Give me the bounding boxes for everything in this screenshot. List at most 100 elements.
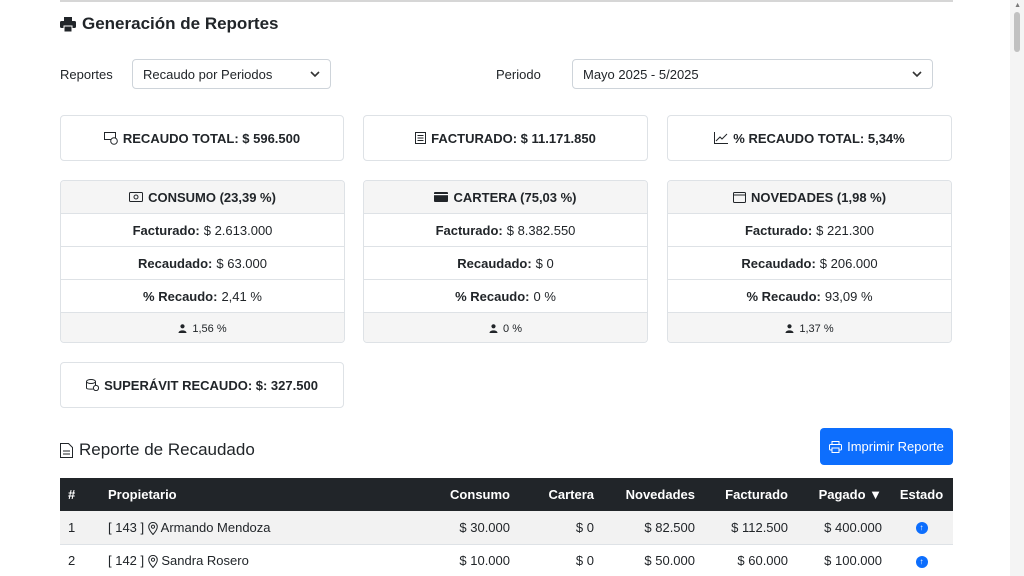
reportes-label: Reportes <box>60 67 113 82</box>
pct-label: % Recaudo: <box>455 288 530 304</box>
pct-value: 93,09 % <box>824 288 873 304</box>
row-consumo: $ 30.000 <box>459 519 510 535</box>
pct-label: % Recaudo: <box>143 288 218 304</box>
reportes-select[interactable]: Recaudo por Periodos <box>132 59 331 89</box>
report-table: # Propietario Consumo Cartera Novedades … <box>60 478 953 576</box>
report-title-text: Reporte de Recaudado <box>79 440 255 459</box>
col-cartera[interactable]: Cartera <box>548 487 594 502</box>
col-num[interactable]: # <box>68 487 76 502</box>
window-icon <box>732 191 746 203</box>
page-title-text: Generación de Reportes <box>82 14 279 33</box>
card-consumo-facturado: Facturado: $ 2.613.000 <box>61 214 344 247</box>
facturado-value: $ 2.613.000 <box>203 222 273 238</box>
card-consumo: CONSUMO (23,39 %) Facturado: $ 2.613.000 … <box>60 180 345 343</box>
row-propietario: [ 142 ] Sandra Rosero <box>100 544 440 576</box>
row-estado: ↑ <box>890 511 953 544</box>
pct-value: 2,41 % <box>221 288 262 304</box>
recaudado-value: $ 63.000 <box>216 255 267 271</box>
card-consumo-recaudado: Recaudado: $ 63.000 <box>61 247 344 280</box>
row-num: 1 <box>68 519 76 535</box>
card-cartera-facturado: Facturado: $ 8.382.550 <box>364 214 647 247</box>
reportes-select-value: Recaudo por Periodos <box>143 66 273 82</box>
table-row: 1 [ 143 ] Armando Mendoza $ 30.000 $ 0 $… <box>60 511 953 544</box>
row-num: 2 <box>68 553 76 568</box>
col-facturado[interactable]: Facturado <box>725 487 788 502</box>
owner-code: [ 143 ] <box>108 519 145 535</box>
card-consumo-pct: % Recaudo: 2,41 % <box>61 280 344 313</box>
pct-label: % Recaudo: <box>746 288 821 304</box>
kpi-facturado: FACTURADO: $ 11.171.850 <box>363 115 648 161</box>
kpi-pct-recaudo-total-text: % RECAUDO TOTAL: 5,34% <box>733 130 905 146</box>
card-novedades-title: NOVEDADES (1,98 %) <box>750 189 887 205</box>
facturado-label: Facturado: <box>435 222 503 238</box>
receipt-icon <box>415 132 427 144</box>
owner-name: Armando Mendoza <box>160 519 271 535</box>
table-row: 2 [ 142 ] Sandra Rosero $ 10.000 $ 0 $ 5… <box>60 544 953 576</box>
card-cartera: CARTERA (75,03 %) Facturado: $ 8.382.550 … <box>363 180 648 343</box>
card-cartera-header: CARTERA (75,03 %) <box>364 181 647 214</box>
graph-up-icon <box>714 132 729 144</box>
wallet-icon <box>434 192 449 202</box>
print-report-button[interactable]: Imprimir Reporte <box>820 428 953 465</box>
row-facturado: $ 60.000 <box>737 553 788 568</box>
row-propietario: [ 143 ] Armando Mendoza <box>100 511 440 544</box>
owner-name: Sandra Rosero <box>161 552 249 568</box>
card-consumo-footer-text: 1,56 % <box>192 322 227 335</box>
row-estado: ↑ <box>890 544 953 576</box>
row-pagado: $ 400.000 <box>824 519 882 535</box>
owner-code: [ 142 ] <box>108 552 145 568</box>
file-text-icon <box>60 442 73 458</box>
card-consumo-header: CONSUMO (23,39 %) <box>61 181 344 214</box>
row-novedades: $ 82.500 <box>644 519 695 535</box>
card-cartera-footer-text: 0 % <box>503 322 522 335</box>
facturado-label: Facturado: <box>132 222 200 238</box>
geo-pin-icon <box>147 521 158 535</box>
print-report-label: Imprimir Reporte <box>847 439 944 454</box>
cash-icon <box>129 192 144 202</box>
card-novedades-header: NOVEDADES (1,98 %) <box>668 181 951 214</box>
scroll-thumb[interactable] <box>1014 12 1020 52</box>
geo-pin-icon <box>147 555 158 569</box>
kpi-recaudo-total: RECAUDO TOTAL: $ 596.500 <box>60 115 344 161</box>
card-cartera-pct: % Recaudo: 0 % <box>364 280 647 313</box>
row-cartera: $ 0 <box>575 519 594 535</box>
recaudado-value: $ 0 <box>535 255 554 271</box>
cash-coin-icon <box>103 131 118 145</box>
person-icon <box>489 324 498 333</box>
card-novedades: NOVEDADES (1,98 %) Facturado: $ 221.300 R… <box>667 180 952 343</box>
page-title: Generación de Reportes <box>60 14 279 34</box>
page-scrollbar[interactable]: ▲ <box>1010 0 1024 576</box>
chevron-down-icon <box>912 71 922 78</box>
periodo-select[interactable]: Mayo 2025 - 5/2025 <box>572 59 933 89</box>
col-estado[interactable]: Estado <box>899 487 944 502</box>
col-consumo[interactable]: Consumo <box>450 487 510 502</box>
printer-icon <box>60 16 76 32</box>
card-consumo-title: CONSUMO (23,39 %) <box>148 189 276 205</box>
periodo-select-value: Mayo 2025 - 5/2025 <box>583 66 699 82</box>
arrow-up-circle-icon[interactable]: ↑ <box>915 555 928 568</box>
card-cartera-title: CARTERA (75,03 %) <box>453 189 577 205</box>
card-cartera-recaudado: Recaudado: $ 0 <box>364 247 647 280</box>
col-propietario[interactable]: Propietario <box>108 487 177 502</box>
card-novedades-facturado: Facturado: $ 221.300 <box>668 214 951 247</box>
card-novedades-footer-text: 1,37 % <box>799 322 834 335</box>
person-icon <box>178 324 187 333</box>
kpi-facturado-text: FACTURADO: $ 11.171.850 <box>431 130 596 146</box>
col-pagado[interactable]: Pagado ▼ <box>818 487 882 502</box>
card-consumo-footer: 1,56 % <box>61 313 344 342</box>
arrow-up-circle-icon[interactable]: ↑ <box>915 522 928 535</box>
card-novedades-recaudado: Recaudado: $ 206.000 <box>668 247 951 280</box>
card-novedades-pct: % Recaudo: 93,09 % <box>668 280 951 313</box>
printer-icon <box>829 440 843 453</box>
kpi-recaudo-total-text: RECAUDO TOTAL: $ 596.500 <box>122 130 301 146</box>
recaudado-value: $ 206.000 <box>819 255 878 271</box>
periodo-label: Periodo <box>496 67 541 82</box>
recaudado-label: Recaudado: <box>137 255 213 271</box>
card-cartera-footer: 0 % <box>364 313 647 342</box>
table-header-row: # Propietario Consumo Cartera Novedades … <box>60 478 953 511</box>
report-title: Reporte de Recaudado <box>60 440 255 460</box>
scroll-up-icon[interactable]: ▲ <box>1014 2 1021 9</box>
kpi-superavit: SUPERÁVIT RECAUDO: $: 327.500 <box>60 362 344 408</box>
col-novedades[interactable]: Novedades <box>625 487 695 502</box>
row-pagado: $ 100.000 <box>824 553 882 568</box>
